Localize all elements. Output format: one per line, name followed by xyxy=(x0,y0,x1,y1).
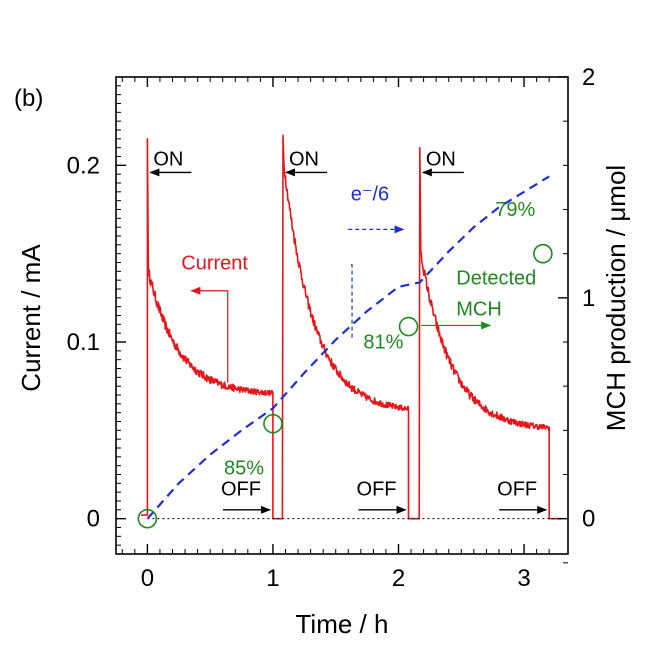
mch-marker xyxy=(533,243,553,264)
on-label: ON xyxy=(153,148,183,170)
mch-series xyxy=(137,243,553,529)
electron-series-label: e⁻/6 xyxy=(351,184,389,206)
x-tick-label: 2 xyxy=(392,565,405,592)
y-left-tick-label: 0 xyxy=(87,506,100,533)
mch-series-label-line2: MCH xyxy=(456,299,502,321)
mch-series-label-line1: Detected xyxy=(456,268,536,290)
y-right-tick-label: 2 xyxy=(582,64,595,91)
mch-marker xyxy=(137,508,158,529)
electron-pointer-arrow xyxy=(348,229,403,338)
axis-ticks: 0 1 2 3 0 0.1 0.2 0 1 2 xyxy=(67,64,596,592)
current-trace xyxy=(141,134,562,520)
efficiency-label: 79% xyxy=(495,199,535,221)
y-axis-label-right: MCH production / μmol xyxy=(601,165,631,431)
y-left-tick-label: 0.1 xyxy=(67,329,100,356)
efficiency-label: 81% xyxy=(363,332,403,354)
y-right-tick-label: 1 xyxy=(582,285,595,312)
off-label: OFF xyxy=(497,479,537,501)
panel-label: (b) xyxy=(14,85,43,112)
mch-marker xyxy=(263,413,283,434)
off-label: OFF xyxy=(221,479,261,501)
on-label: ON xyxy=(426,148,456,170)
electron-dashed-line xyxy=(146,175,550,520)
on-label: ON xyxy=(289,148,319,170)
off-label: OFF xyxy=(357,479,397,501)
y-left-tick-label: 0.2 xyxy=(67,152,100,179)
y-axis-label-left: Current / mA xyxy=(16,244,46,392)
x-tick-label: 1 xyxy=(266,565,279,592)
x-tick-label: 0 xyxy=(141,565,154,592)
current-series-label: Current xyxy=(181,253,248,275)
current-series xyxy=(141,134,562,520)
y-right-tick-label: 0 xyxy=(582,506,595,533)
mch-marker xyxy=(398,316,419,337)
current-pointer-arrow xyxy=(190,286,229,383)
x-tick-label: 3 xyxy=(517,565,530,592)
efficiency-label: 85% xyxy=(224,458,264,480)
electron-series xyxy=(146,175,550,520)
x-axis-label: Time / h xyxy=(296,609,389,639)
